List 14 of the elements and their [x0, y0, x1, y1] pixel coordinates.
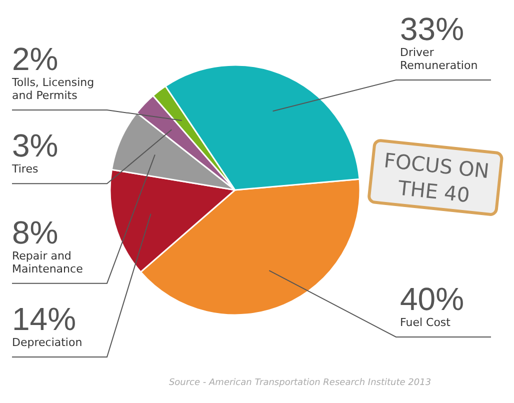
data-label: 2% [12, 41, 58, 77]
text: FOCUS ON THE 40 [382, 148, 490, 208]
data-label: 8% [12, 214, 58, 250]
data-label: 14% [12, 301, 76, 337]
slice-label: Repair and Maintenance [12, 249, 84, 276]
data-label: 3% [12, 128, 58, 164]
source-note: Source - American Transportation Research Institute 2013 [168, 378, 432, 388]
slice-label: Driver Remuneration [400, 46, 478, 72]
slice-label: Tolls, Licensing and Permits [11, 76, 94, 102]
slice-label: Tires [11, 162, 38, 176]
slice-label: Depreciation [12, 336, 82, 349]
data-label: 33% [400, 11, 464, 47]
data-label: 40% [400, 281, 464, 317]
slice-label: Fuel Cost [400, 316, 452, 329]
